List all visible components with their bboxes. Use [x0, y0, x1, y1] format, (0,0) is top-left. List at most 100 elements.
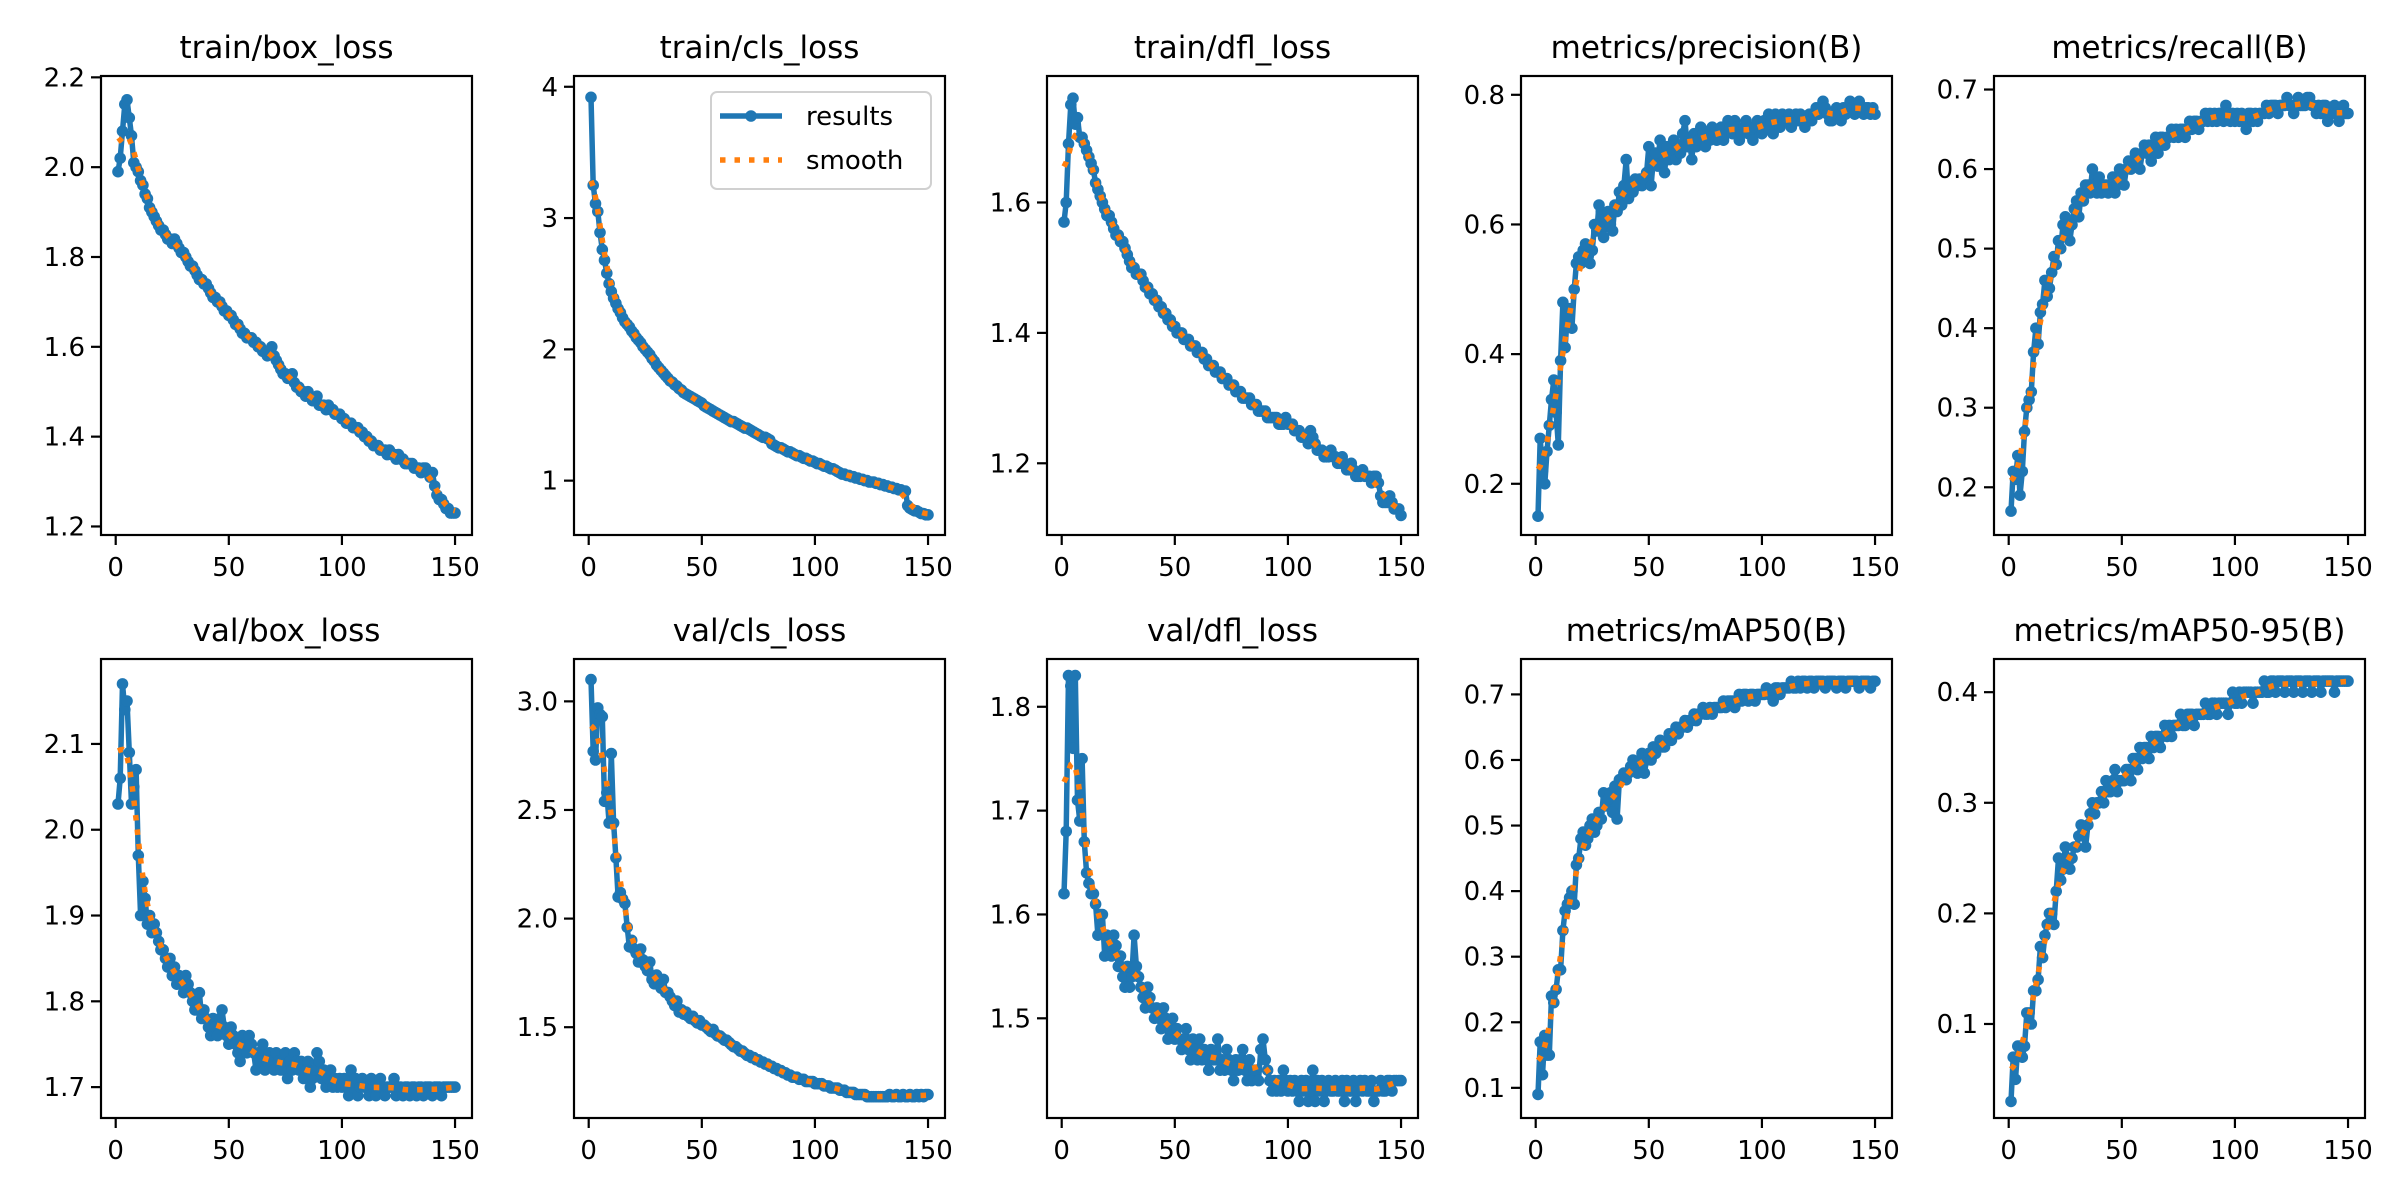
y-tick-label: 1.2	[990, 449, 1031, 479]
data-point	[1869, 675, 1881, 688]
smooth-line	[2009, 678, 2349, 1072]
subplot-title: metrics/precision(B)	[1551, 30, 1863, 66]
data-point	[130, 763, 142, 776]
axes-frame	[1992, 74, 2367, 537]
data-point	[585, 673, 597, 686]
data-point	[1227, 1074, 1240, 1087]
data-point	[2306, 686, 2318, 698]
y-tick-label: 4	[541, 73, 558, 103]
data-point	[1534, 432, 1546, 445]
y-tick-label: 1.6	[990, 900, 1031, 930]
data-point	[1252, 1074, 1265, 1087]
data-point	[114, 772, 126, 785]
data-point	[1123, 981, 1136, 993]
subplot-1: train/box_loss 0 50 100 150 1.2 1.4 1.6 1.8 2.0 2.…	[44, 30, 480, 583]
y-tick-label: 1.5	[990, 1004, 1031, 1034]
y-tick-label: 0.3	[1937, 394, 1978, 424]
y-tick-label: 2	[541, 335, 558, 365]
subplot-title: val/box_loss	[193, 613, 381, 649]
x-tick-label: 150	[1850, 553, 1900, 583]
y-tick-label: 1.8	[990, 693, 1031, 723]
smooth-line	[1535, 105, 1876, 471]
axes-frame	[1045, 657, 1420, 1120]
data-point	[1304, 1085, 1317, 1097]
data-point	[589, 754, 602, 766]
legend: results smooth	[710, 91, 932, 190]
subplot-title: metrics/mAP50(B)	[1566, 613, 1847, 649]
data-point	[345, 1064, 357, 1076]
subplot-5: metrics/recall(B) 0 50 100 150 0.2 0.3 0.4 0.5 0.…	[1937, 30, 2373, 583]
subplot-title: metrics/mAP50-95(B)	[2013, 613, 2345, 649]
data-point	[1060, 825, 1072, 838]
data-point	[2048, 918, 2060, 931]
data-point	[256, 1038, 269, 1050]
data-point	[2039, 929, 2051, 942]
data-point	[1638, 767, 1651, 779]
y-tick-label: 0.8	[1464, 81, 1505, 111]
x-tick-label: 50	[1158, 1136, 1191, 1166]
data-point	[281, 1072, 294, 1085]
data-point	[116, 125, 129, 137]
axes-frame	[572, 657, 947, 1120]
y-tick-label: 1.4	[990, 319, 1031, 349]
data-point	[1259, 1054, 1272, 1066]
data-point	[112, 798, 124, 810]
data-point	[311, 390, 323, 403]
data-point	[2125, 774, 2137, 787]
data-point	[116, 678, 129, 690]
data-point	[1586, 244, 1599, 257]
x-tick-label: 100	[1737, 1136, 1787, 1166]
x-tick-label: 50	[212, 553, 245, 583]
data-point	[211, 1029, 224, 1042]
data-point	[2240, 123, 2252, 136]
data-point	[2134, 163, 2146, 175]
data-point	[2118, 179, 2130, 191]
x-tick-label: 0	[580, 1136, 597, 1166]
data-point	[1554, 354, 1567, 367]
data-point	[2297, 686, 2309, 698]
x-tick-label: 0	[107, 1136, 124, 1166]
data-point	[2143, 752, 2155, 765]
plot-area	[1532, 95, 1881, 522]
data-point	[2154, 741, 2167, 754]
data-point	[324, 1064, 337, 1076]
data-point	[1532, 510, 1544, 522]
y-tick-label: 0.2	[1464, 1008, 1505, 1038]
x-tick-label: 50	[1632, 553, 1665, 583]
data-point	[302, 1055, 314, 1068]
data-point	[1679, 114, 1691, 127]
x-tick-label: 100	[1737, 553, 1787, 583]
data-point	[1069, 669, 1082, 682]
data-point	[1171, 1022, 1183, 1035]
subplot-title: train/box_loss	[179, 30, 393, 66]
data-point	[1087, 887, 1100, 900]
data-point	[1611, 813, 1623, 825]
data-point	[342, 1089, 355, 1102]
data-point	[2088, 808, 2101, 820]
data-point	[585, 91, 597, 104]
data-point	[1071, 111, 1084, 124]
data-point	[2247, 697, 2259, 709]
x-tick-label: 150	[903, 1136, 953, 1166]
y-tick-label: 1.8	[44, 243, 85, 273]
subplot-7: val/cls_loss 0 50 100 150 1.5 2.0 2.5 3.0	[517, 613, 953, 1166]
data-point	[1350, 1095, 1362, 1108]
x-tick-label: 100	[790, 1136, 840, 1166]
data-point	[1318, 1095, 1330, 1108]
data-point	[1300, 1074, 1312, 1087]
data-point	[2014, 489, 2026, 502]
data-point	[1543, 1049, 1556, 1061]
y-tick-label: 0.1	[1464, 1074, 1505, 1104]
data-point	[1212, 1033, 1224, 1045]
data-point	[2222, 708, 2234, 721]
data-point	[112, 165, 124, 178]
y-tick-label: 0.6	[1464, 746, 1505, 776]
y-tick-label: 0.2	[1937, 899, 1978, 929]
subplot-8: val/dfl_loss 0 50 100 150 1.5 1.6 1.7 1.8	[990, 613, 1426, 1166]
data-point	[1243, 1054, 1256, 1066]
y-tick-label: 1.6	[990, 188, 1031, 218]
y-tick-label: 2.0	[44, 816, 85, 846]
data-point	[1234, 1054, 1247, 1066]
y-tick-label: 0.4	[1464, 877, 1505, 907]
data-point	[2145, 155, 2157, 167]
